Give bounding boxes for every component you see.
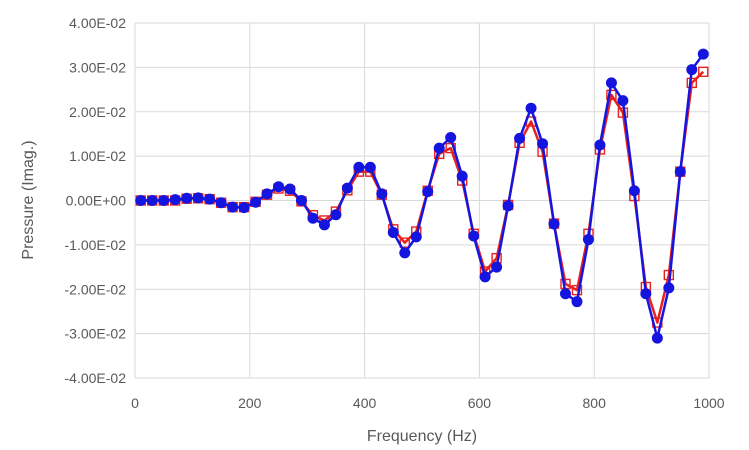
data-point (617, 95, 629, 107)
data-point (686, 64, 698, 76)
data-point (410, 231, 422, 243)
y-tick-label: 0.00E+00 (66, 193, 127, 209)
y-tick-label: 1.00E-02 (69, 148, 126, 164)
data-point (640, 288, 652, 300)
data-point (387, 226, 399, 238)
data-point (307, 212, 319, 224)
data-point (605, 77, 617, 89)
y-axis-title: Pressure (Imag.) (20, 140, 37, 259)
data-point (674, 166, 686, 178)
y-tick-label: 3.00E-02 (69, 59, 126, 75)
data-point (295, 195, 307, 206)
data-point (582, 234, 594, 246)
data-point (697, 48, 709, 60)
data-point (192, 192, 204, 204)
data-point (548, 218, 560, 230)
data-point (158, 195, 170, 206)
data-point (204, 193, 216, 205)
series-line (140, 53, 705, 340)
data-point (135, 195, 147, 206)
x-axis-ticks: 0 200 400 600 800 1000 (131, 395, 725, 411)
data-point (479, 271, 491, 283)
data-point (571, 284, 583, 296)
data-point (422, 186, 434, 198)
data-point (353, 161, 365, 173)
x-tick-label: 800 (583, 395, 607, 411)
x-tick-label: 600 (468, 395, 492, 411)
data-point (273, 181, 284, 193)
y-tick-label: -1.00E-02 (65, 237, 127, 253)
data-point (651, 332, 663, 344)
data-point (491, 261, 503, 273)
data-point (514, 132, 526, 144)
data-point (250, 196, 262, 208)
data-point (606, 89, 617, 101)
data-point (330, 209, 342, 221)
chart-series (135, 48, 709, 344)
data-point (215, 197, 227, 209)
data-point (261, 188, 273, 200)
data-point (238, 202, 250, 214)
y-tick-label: 4.00E-02 (69, 15, 126, 31)
data-point (456, 170, 468, 182)
data-point (698, 66, 709, 78)
y-tick-label: -2.00E-02 (65, 281, 127, 297)
data-point (537, 138, 549, 150)
data-point (341, 182, 353, 194)
x-tick-label: 400 (353, 395, 377, 411)
data-point (433, 142, 445, 154)
data-point (571, 296, 583, 308)
y-tick-label: -4.00E-02 (65, 370, 127, 386)
data-point (284, 183, 296, 195)
data-point (594, 139, 606, 151)
data-point (525, 102, 537, 114)
data-point (502, 200, 514, 212)
x-tick-label: 200 (238, 395, 262, 411)
data-point (663, 282, 675, 294)
data-point (399, 247, 411, 259)
y-axis-ticks: 4.00E-02 3.00E-02 2.00E-02 1.00E-02 0.00E+00… (65, 15, 127, 386)
data-point (146, 195, 158, 206)
x-axis-title: Frequency (Hz) (367, 428, 477, 445)
data-point (376, 188, 388, 200)
data-point (445, 142, 456, 154)
data-point (181, 192, 193, 204)
series-2 (135, 48, 709, 344)
data-point (169, 194, 181, 206)
data-point (318, 219, 330, 231)
data-point (227, 201, 239, 213)
x-tick-label: 1000 (693, 395, 724, 411)
data-point (468, 230, 480, 242)
x-tick-label: 0 (131, 395, 139, 411)
y-tick-label: 2.00E-02 (69, 104, 126, 120)
data-point (364, 161, 376, 173)
y-tick-label: -3.00E-02 (65, 326, 127, 342)
data-point (628, 185, 640, 197)
data-point (445, 131, 457, 143)
series-1 (135, 66, 709, 328)
data-point (560, 288, 571, 300)
